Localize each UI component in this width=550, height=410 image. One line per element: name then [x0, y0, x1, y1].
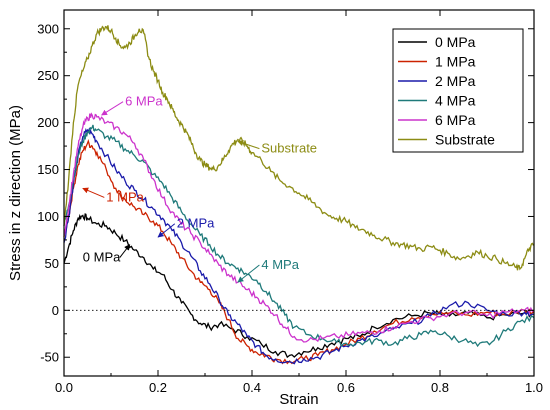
- annotation-label-0: 0 MPa: [83, 250, 121, 265]
- series-lines: [63, 25, 535, 365]
- y-tick-label: -50: [40, 350, 59, 365]
- x-tick-label: 0.4: [243, 380, 261, 395]
- series-line-1: [63, 139, 535, 365]
- legend-box: [392, 28, 524, 153]
- series-line-3: [63, 124, 535, 348]
- annotation-arrow-1: [82, 187, 105, 198]
- legend-label-5: Substrate: [435, 132, 495, 148]
- y-axis-title: Stress in z direction (MPa): [7, 105, 24, 281]
- annotation-label-4: 6 MPa: [125, 94, 163, 109]
- series-annotations: 0 MPa 1 MPa 2 MPa 4 MPa 6 MPa Substrate: [82, 94, 317, 283]
- annotation-label-3: 4 MPa: [261, 257, 299, 272]
- axis-ticks: 0.0 0.2 0.4 0.6 0.8 1.0 -50 0 50 100 150 200 250 300: [37, 10, 543, 395]
- series-line-4: [63, 112, 535, 343]
- x-tick-label: 0.0: [55, 380, 73, 395]
- y-tick-label: 200: [37, 115, 59, 130]
- x-tick-label: 1.0: [525, 380, 543, 395]
- legend-label-0: 0 MPa: [435, 34, 476, 50]
- annotation-label-5: Substrate: [261, 141, 317, 156]
- series-line-5: [63, 25, 535, 271]
- y-tick-label: 100: [37, 209, 59, 224]
- legend-label-2: 2 MPa: [435, 73, 476, 89]
- x-tick-label: 0.6: [337, 380, 355, 395]
- x-tick-label: 0.8: [431, 380, 449, 395]
- x-axis-title: Strain: [279, 391, 318, 408]
- y-tick-label: 0: [52, 303, 59, 318]
- annotation-label-2: 2 MPa: [177, 216, 215, 231]
- y-tick-label: 300: [37, 21, 59, 36]
- y-tick-label: 150: [37, 162, 59, 177]
- annotation-arrow-0: [119, 244, 131, 258]
- legend-label-4: 6 MPa: [435, 112, 476, 128]
- annotation-arrow-5: [237, 140, 260, 150]
- annotation-label-1: 1 MPa: [106, 189, 144, 204]
- y-tick-label: 50: [45, 256, 59, 271]
- series-line-2: [63, 127, 535, 365]
- annotation-arrow-3: [237, 264, 260, 283]
- series-line-0: [63, 213, 534, 359]
- annotation-arrow-2: [157, 223, 176, 238]
- x-tick-label: 0.2: [149, 380, 167, 395]
- legend-label-1: 1 MPa: [435, 54, 476, 70]
- annotation-arrow-4: [101, 101, 124, 116]
- legend: 0 MPa 1 MPa 2 MPa 4 MPa 6 MPa Substrate: [392, 28, 524, 153]
- legend-label-3: 4 MPa: [435, 93, 476, 109]
- y-tick-label: 250: [37, 68, 59, 83]
